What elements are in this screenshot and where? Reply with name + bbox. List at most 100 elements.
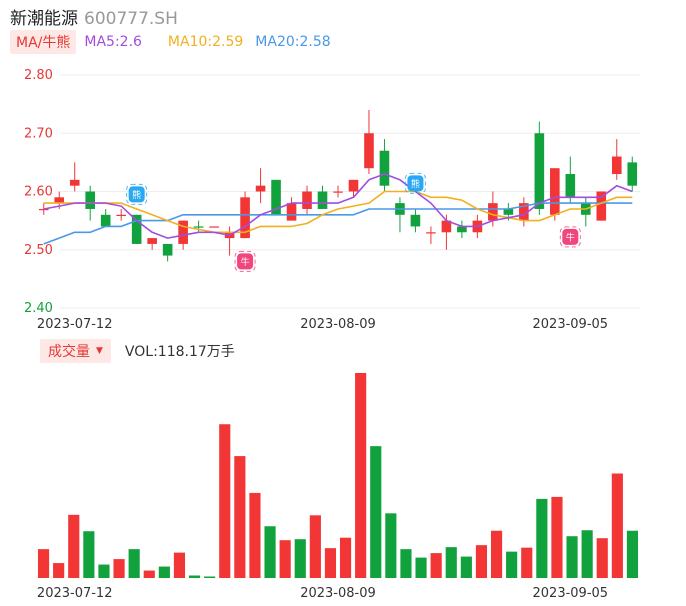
- signal-markers: 熊牛 熊牛: [126, 172, 581, 272]
- candle-body: [611, 156, 622, 175]
- stock-name: 新潮能源: [10, 9, 78, 29]
- stock-header: 新潮能源 600777.SH: [10, 4, 178, 29]
- volume-date-axis: 2023-07-12 2023-08-09 2023-09-05: [37, 586, 608, 601]
- volume-bar: [596, 538, 608, 578]
- candle-body: [286, 203, 297, 221]
- candle-body: [550, 168, 560, 215]
- candle-body: [302, 191, 312, 209]
- caret-down-icon: ▼: [96, 346, 103, 356]
- price-date-label: 2023-09-05: [533, 317, 609, 332]
- volume-indicator-label: 成交量: [48, 344, 90, 360]
- volume-bar: [400, 549, 412, 578]
- signal-badge: [128, 186, 145, 203]
- candle-body: [348, 179, 359, 192]
- candle-body: [131, 214, 142, 244]
- ma20-legend-label: MA20:2.58: [255, 34, 331, 50]
- volume-bar: [430, 553, 442, 578]
- bull-signal-icon: 牛: [559, 226, 581, 248]
- volume-bar: [339, 537, 352, 578]
- volume-bar: [536, 498, 548, 578]
- volume-legend: 成交量 ▼ VOL:118.17万手: [40, 339, 235, 363]
- candle-body: [627, 162, 638, 186]
- volume-bar: [355, 373, 367, 578]
- volume-date-label: 2023-07-12: [37, 586, 113, 601]
- signal-badge: [562, 228, 579, 245]
- volume-bar: [490, 530, 503, 578]
- volume-date-label: 2023-08-09: [300, 586, 376, 601]
- candle-body: [193, 226, 204, 228]
- ma5-legend-label: MA5:2.6: [84, 34, 142, 50]
- volume-bar: [264, 526, 276, 578]
- volume-bar: [324, 548, 337, 578]
- volume-bar: [188, 575, 201, 578]
- price-tick-label: 2.80: [24, 68, 53, 83]
- volume-bar: [53, 563, 65, 578]
- signal-badge: [407, 175, 424, 192]
- candle-body: [116, 214, 126, 216]
- signal-glyph: 牛: [241, 256, 250, 268]
- volume-bar: [279, 540, 291, 578]
- volume-bar: [158, 566, 170, 578]
- volume-bar: [294, 539, 306, 578]
- candle-body: [333, 191, 343, 193]
- volume-bar: [173, 552, 186, 578]
- candle-body: [488, 203, 498, 221]
- volume-date-label: 2023-09-05: [533, 586, 609, 601]
- signal-glyph: 熊: [411, 178, 420, 190]
- ma10-line: [43, 190, 633, 234]
- signal-glyph: 牛: [566, 231, 575, 243]
- volume-bar: [581, 530, 593, 578]
- stock-code: 600777.SH: [84, 9, 178, 29]
- candle-body: [147, 238, 157, 244]
- volume-bar: [445, 547, 457, 578]
- price-tick-label: 2.70: [24, 126, 53, 141]
- signal-ring: [234, 250, 256, 272]
- candle-body: [426, 232, 436, 234]
- candle-body: [162, 243, 173, 256]
- price-tick-label: 2.40: [24, 301, 53, 316]
- volume-bar: [143, 570, 155, 578]
- volume-bar: [551, 496, 563, 578]
- candle-body: [410, 214, 421, 227]
- price-date-label: 2023-07-12: [37, 317, 113, 332]
- volume-bar: [37, 549, 50, 578]
- candle-body: [379, 150, 390, 186]
- price-date-axis: 2023-07-12 2023-08-09 2023-09-05: [37, 317, 608, 332]
- volume-bar: [475, 545, 488, 578]
- moving-average-lines: [43, 173, 633, 245]
- volume-bar: [460, 556, 472, 578]
- price-date-label: 2023-08-09: [300, 317, 376, 332]
- volume-indicator-dropdown[interactable]: 成交量 ▼: [40, 339, 111, 363]
- ma5-line: [43, 173, 633, 239]
- candle-body: [364, 133, 374, 169]
- volume-bar: [113, 559, 125, 578]
- candle-body: [565, 174, 576, 198]
- volume-series: [37, 373, 639, 578]
- signal-badge: [237, 253, 254, 270]
- volume-bar: [249, 492, 261, 578]
- candlestick-series: [38, 109, 638, 262]
- volume-bar: [98, 564, 110, 578]
- volume-bar: [370, 446, 382, 578]
- volume-bar: [68, 514, 80, 578]
- ma-toggle-button[interactable]: MA/牛熊: [10, 30, 77, 54]
- candle-body: [178, 220, 188, 244]
- ma20-line: [43, 202, 633, 245]
- volume-bar: [309, 515, 321, 578]
- candle-body: [534, 133, 545, 209]
- candle-body: [441, 220, 452, 233]
- signal-ring: [126, 183, 148, 205]
- candle-body: [503, 208, 514, 215]
- volume-bar: [204, 576, 216, 578]
- volume-bar: [611, 473, 623, 578]
- ma10-legend-label: MA10:2.59: [167, 34, 244, 50]
- candle-body: [240, 197, 250, 239]
- candle-body: [54, 197, 65, 204]
- signal-glyph: 熊: [132, 189, 141, 201]
- volume-bar: [521, 547, 533, 578]
- volume-value-label: VOL:118.17万手: [124, 344, 235, 360]
- volume-bar: [83, 531, 95, 578]
- signal-ring: [404, 172, 426, 194]
- candle-body: [69, 179, 80, 186]
